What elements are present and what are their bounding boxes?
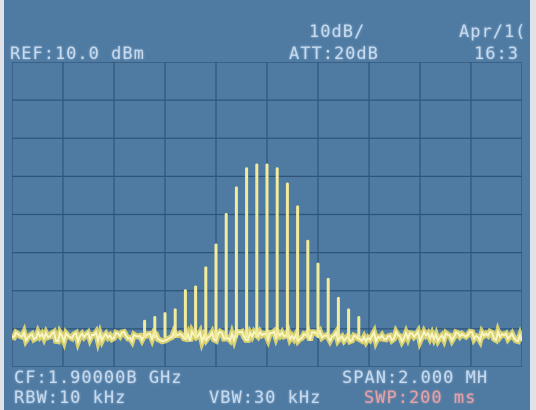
center-frequency-readout: CF:1.90000B GHz <box>14 368 183 388</box>
spectrum-analyzer-screen: REF:10.0 dBm 10dB/ ATT:20dB Apr/1( 16:3 … <box>4 0 530 410</box>
vbw-readout: VBW:30 kHz <box>209 388 322 408</box>
scale-readout: 10dB/ <box>309 22 366 42</box>
attenuation-readout: ATT:20dB <box>289 44 379 64</box>
spectrum-display <box>12 62 522 367</box>
signal-trace <box>143 163 361 338</box>
time-readout: 16:3 <box>474 44 519 64</box>
reference-level-readout: REF:10.0 dBm <box>10 44 145 64</box>
sweep-time-readout: SWP:200 ms <box>364 388 477 408</box>
span-readout: SPAN:2.000 MH <box>342 368 489 388</box>
date-readout: Apr/1( <box>459 22 527 42</box>
rbw-readout: RBW:10 kHz <box>14 388 127 408</box>
